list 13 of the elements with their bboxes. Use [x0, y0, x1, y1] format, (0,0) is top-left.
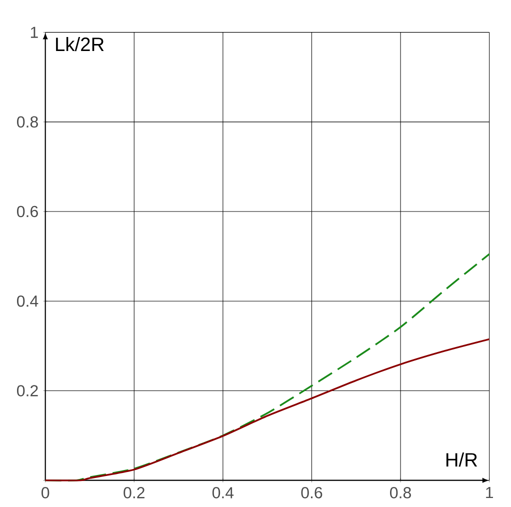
y-tick-label: 0.8 [17, 116, 38, 128]
y-tick-label: 0.4 [17, 295, 38, 307]
x-tick-label: 0 [42, 487, 50, 498]
y-axis-title: Lk/2R [56, 37, 104, 52]
y-tick-label: 1 [30, 26, 38, 38]
x-tick-label: 1 [486, 487, 493, 498]
x-tick-label: 0.4 [212, 487, 234, 498]
x-tick-label: 0.6 [301, 487, 322, 498]
y-tick-label: 0.6 [17, 206, 38, 218]
y-tick-label: 0.2 [17, 385, 38, 396]
x-axis-title: H/R [446, 452, 478, 467]
x-tick-label: 0.8 [390, 487, 411, 498]
x-tick-label: 0.2 [124, 487, 144, 498]
